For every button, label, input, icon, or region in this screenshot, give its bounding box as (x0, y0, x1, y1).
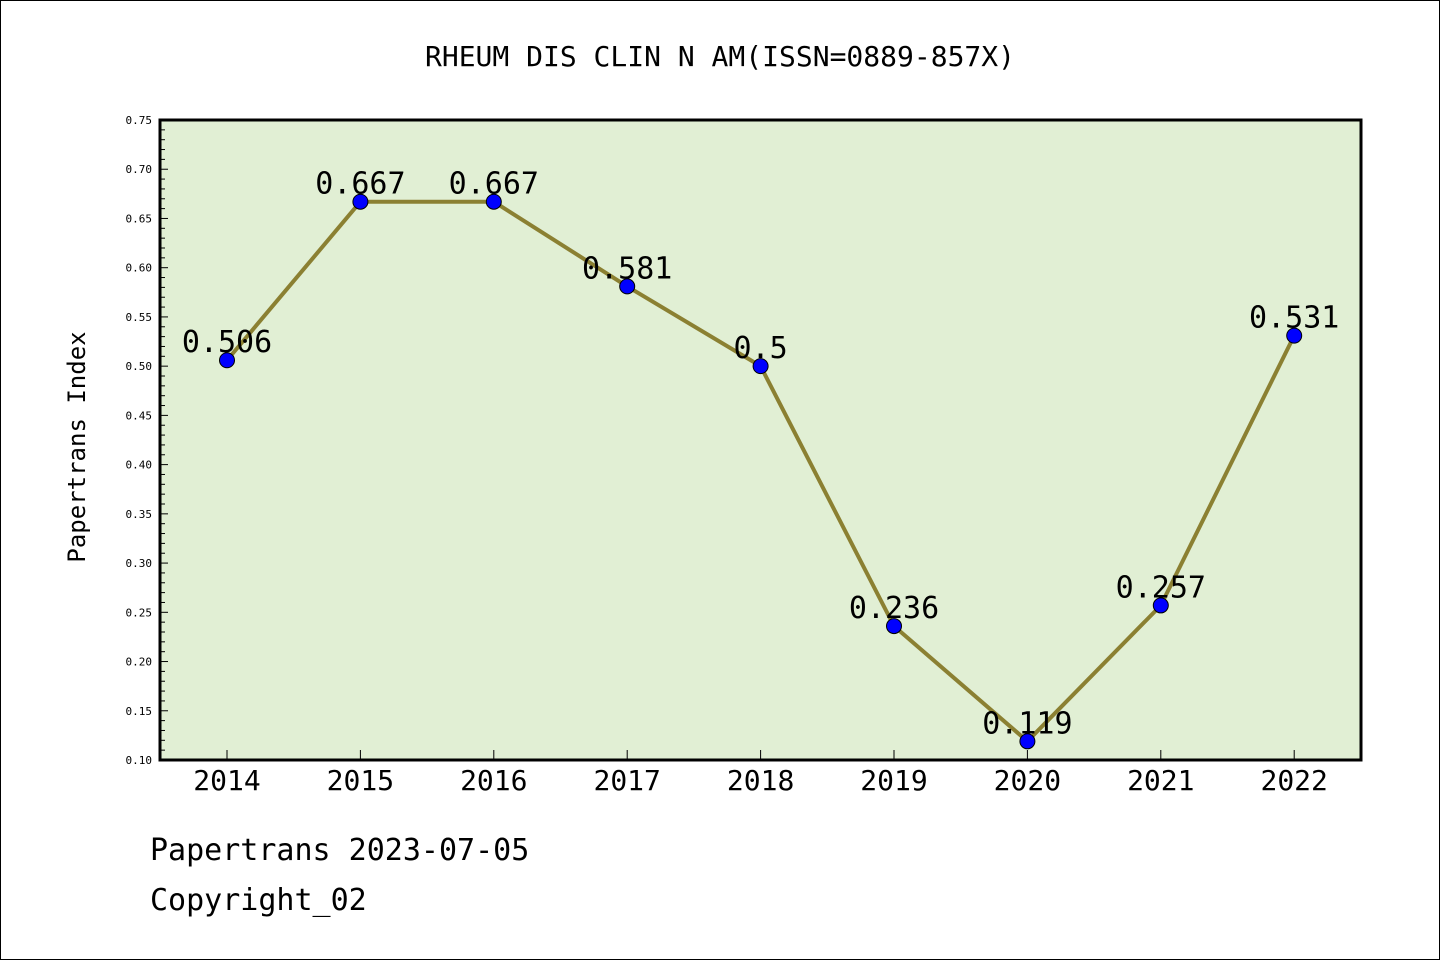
y-tick-label: 0.60 (126, 262, 153, 275)
plot-area (160, 120, 1361, 760)
data-label: 0.5 (734, 331, 788, 366)
y-tick-label: 0.10 (126, 754, 153, 767)
data-point (219, 352, 235, 369)
x-tick-label: 2015 (327, 764, 394, 797)
footer-date-text: Papertrans 2023-07-05 (150, 833, 530, 868)
data-label: 0.257 (1116, 570, 1206, 605)
data-point (1152, 597, 1169, 614)
data-label: 0.531 (1249, 301, 1339, 336)
y-tick-label: 0.20 (126, 656, 153, 669)
x-tick-label: 2021 (1127, 764, 1194, 797)
data-labels: 0.506 0.667 0.667 0.581 0.5 0.236 0.119 0.257 0.… (182, 167, 1340, 742)
y-axis-label: Papertrans Index (63, 331, 91, 562)
data-label: 0.236 (849, 591, 939, 626)
data-series (219, 193, 1303, 750)
plot-border (158, 118, 1363, 762)
y-tick-label: 0.65 (126, 212, 153, 225)
x-tick-label: 2014 (193, 764, 260, 797)
x-tick-label: 2016 (460, 764, 527, 797)
x-tick-label: 2022 (1260, 764, 1327, 797)
y-tick-label: 0.25 (126, 606, 153, 619)
y-tick-label: 0.40 (126, 459, 153, 472)
data-label: 0.667 (449, 167, 539, 202)
y-tick-label: 0.15 (126, 705, 153, 718)
footer-copyright-text: Copyright_02 (150, 883, 367, 918)
y-axis: 0.10 0.15 0.20 0.25 0.30 0.35 0.40 0.45 0.50 0.55… (126, 114, 168, 767)
y-tick-label: 0.30 (126, 557, 153, 570)
x-tick-label: 2020 (994, 764, 1061, 797)
x-tick-label: 2018 (727, 764, 794, 797)
data-label: 0.667 (315, 167, 405, 202)
data-point (886, 618, 902, 635)
y-tick-label: 0.75 (126, 114, 153, 127)
data-point (1019, 733, 1036, 750)
data-label: 0.506 (182, 325, 272, 360)
data-point (752, 358, 769, 375)
x-tick-label: 2017 (593, 764, 660, 797)
x-tick-label: 2019 (860, 764, 927, 797)
data-point (1286, 327, 1303, 344)
data-point (352, 193, 369, 210)
y-tick-label: 0.70 (126, 163, 153, 176)
y-tick-label: 0.35 (126, 508, 153, 521)
data-label: 0.581 (582, 251, 672, 286)
data-point (485, 193, 502, 210)
y-tick-label: 0.50 (126, 360, 153, 373)
chart-title: RHEUM DIS CLIN N AM(ISSN=0889-857X) (425, 40, 1015, 73)
x-axis: 2014 2015 2016 2017 2018 2019 2020 2021 2022 (193, 750, 1328, 797)
y-tick-label: 0.55 (126, 311, 153, 324)
data-point (619, 278, 636, 295)
data-label: 0.119 (982, 706, 1072, 741)
y-tick-label: 0.45 (126, 409, 153, 422)
